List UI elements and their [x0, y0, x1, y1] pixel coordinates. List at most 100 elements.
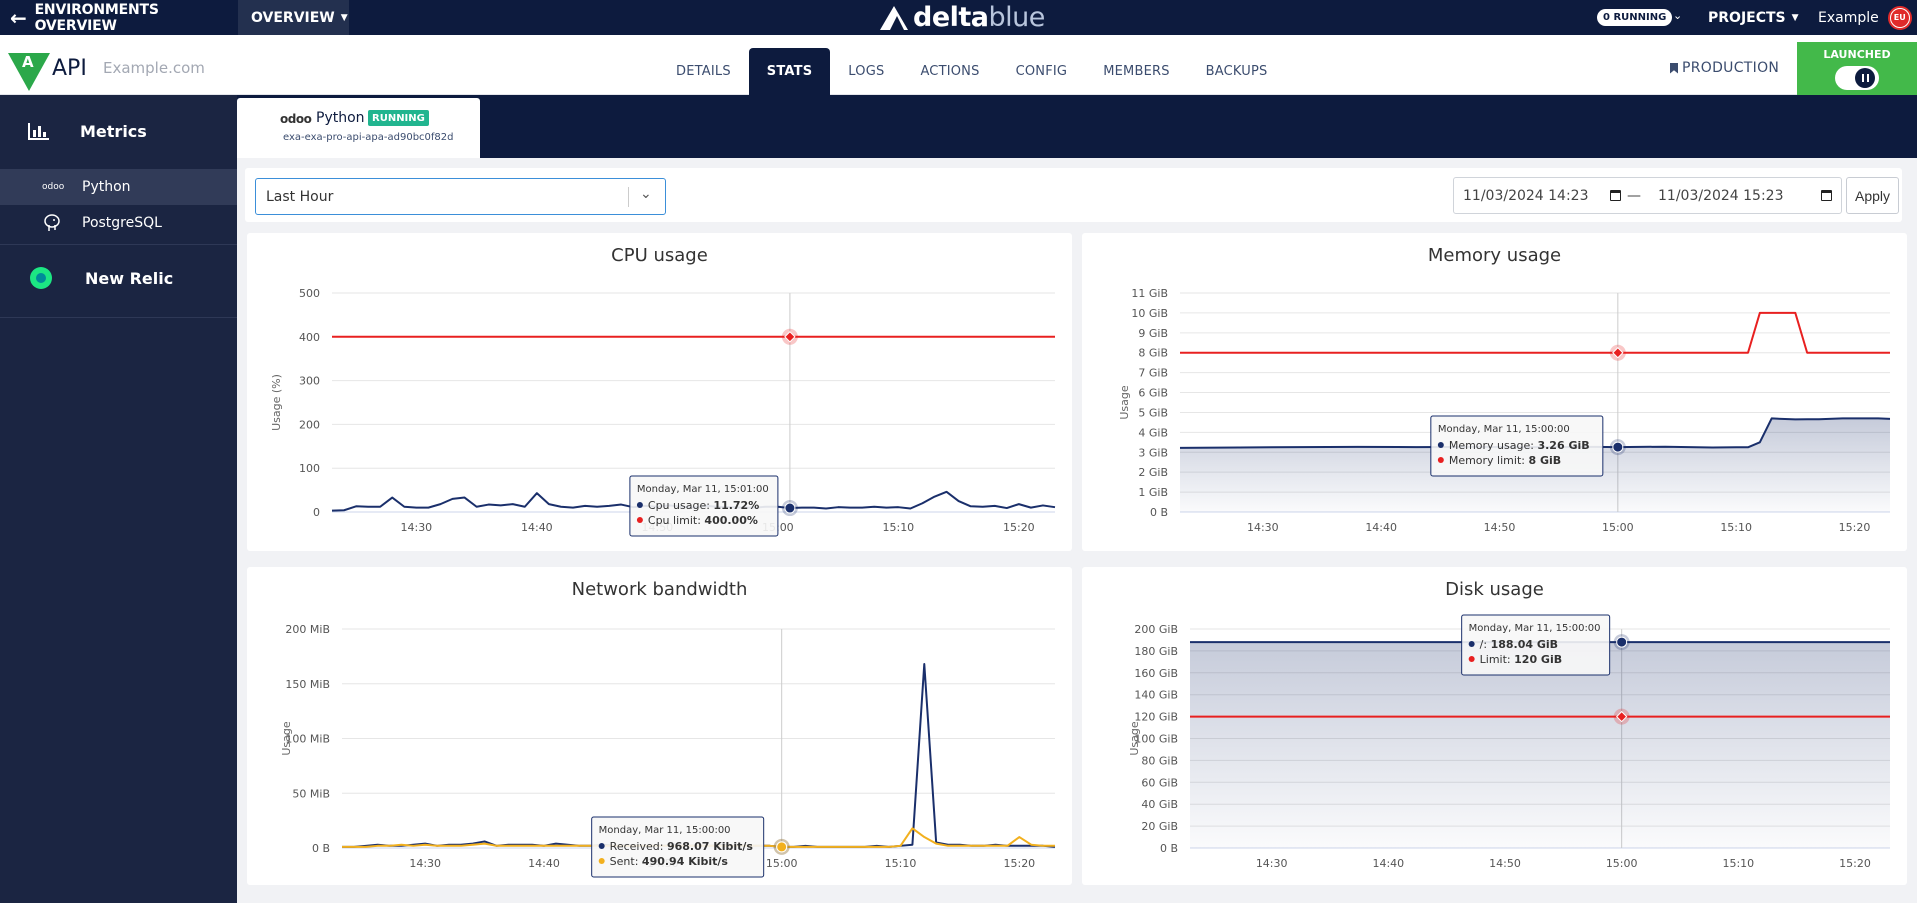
tooltip-series-value: 120 GiB	[1514, 653, 1562, 666]
tooltip-series-name: Limit:	[1480, 653, 1514, 666]
end-date-input[interactable]: 11/03/2024 15:23	[1658, 188, 1784, 204]
tooltip: Monday, Mar 11, 15:00:00 Received: 968.07…	[591, 816, 765, 878]
x-tick-label: 15:10	[1720, 521, 1752, 534]
top-bar: ← ENVIRONMENTS OVERVIEW OVERVIEW ▼ delta…	[0, 0, 1917, 35]
sidebar-item-python[interactable]: odoo Python	[0, 169, 237, 205]
running-chevron-down-icon[interactable]: ⌄	[1673, 9, 1683, 22]
y-tick-label: 40 GiB	[1141, 798, 1178, 811]
series-line-usage	[1179, 417, 1891, 449]
service-tabs-bar	[237, 95, 1917, 158]
logo-text-right: blue	[988, 2, 1046, 33]
tooltip-swatch	[636, 517, 643, 523]
tooltip-series-name: Cpu limit:	[648, 514, 705, 527]
tooltip-date: Monday, Mar 11, 15:01:00	[637, 484, 769, 495]
tooltip-date: Monday, Mar 11, 15:00:00	[1469, 623, 1601, 634]
user-name: Example	[1818, 9, 1879, 26]
deltablue-logo[interactable]: delta blue	[880, 2, 1045, 33]
cpu-usage-chart: CPU usage 010020030040050014:3014:4014:5…	[247, 233, 1072, 551]
disk-usage-plot[interactable]: 0 B 20 GiB 40 GiB 60 GiB 80 GiB 100 GiB 120 Gi…	[1082, 567, 1907, 885]
tab-members[interactable]: MEMBERS	[1103, 64, 1170, 79]
x-tick-label: 14:40	[1365, 521, 1397, 534]
y-tick-label: 200 GiB	[1134, 623, 1178, 636]
tooltip-row: Cpu limit: 400.00%	[648, 514, 758, 527]
x-tick-label: 14:50	[1489, 857, 1521, 870]
tooltip-swatch	[636, 502, 643, 508]
app-avatar-icon	[8, 53, 50, 91]
x-tick-label: 14:30	[400, 521, 432, 534]
time-filter-bar: Last Hour ⌄ 11/03/2024 14:23 — 11/03/202…	[245, 168, 1902, 222]
tab-config[interactable]: CONFIG	[1015, 64, 1068, 79]
date-range-input[interactable]: 11/03/2024 14:23 — 11/03/2024 15:23	[1453, 177, 1842, 214]
sidebar-item-postgresql[interactable]: PostgreSQL	[0, 205, 237, 241]
x-tick-label: 14:30	[1256, 857, 1288, 870]
hover-marker	[784, 502, 796, 514]
tooltip: Monday, Mar 11, 15:00:00 Memory usage: 3.…	[1430, 415, 1604, 477]
environment-label: PRODUCTION	[1670, 60, 1779, 76]
app-header: A API Example.com DETAILS STATS LOGS ACT…	[0, 35, 1917, 95]
apply-button[interactable]: Apply	[1846, 177, 1899, 214]
y-tick-label: 100	[299, 462, 320, 475]
y-tick-label: 0 B	[312, 842, 330, 855]
tab-stats[interactable]: STATS	[748, 48, 831, 95]
time-range-select[interactable]: Last Hour ⌄	[255, 178, 666, 215]
tooltip-swatch	[1468, 656, 1475, 662]
environment-name: PRODUCTION	[1682, 60, 1780, 76]
tooltip-series-name: Memory limit:	[1449, 454, 1529, 467]
tooltip-row: Limit: 120 GiB	[1480, 653, 1562, 666]
y-tick-label: 0 B	[1160, 842, 1178, 855]
projects-dropdown[interactable]: PROJECTS ▼	[1708, 0, 1799, 35]
network-bandwidth-chart: Network bandwidth 0 B 50 MiB 100 MiB 150 Mi…	[247, 567, 1072, 885]
tooltip-swatch	[1468, 641, 1475, 647]
y-axis-label: Usage	[1128, 721, 1141, 756]
sidebar-item-label: New Relic	[85, 269, 174, 288]
sidebar: Metrics odoo Python PostgreSQL New Relic	[0, 95, 237, 903]
chevron-down-icon: ⌄	[640, 186, 652, 202]
calendar-icon[interactable]	[1821, 190, 1832, 201]
y-tick-label: 0 B	[1150, 506, 1168, 519]
cpu-usage-plot[interactable]: 010020030040050014:3014:4014:5015:0015:1…	[247, 233, 1072, 551]
tab-actions[interactable]: ACTIONS	[920, 64, 980, 79]
chart-title: CPU usage	[611, 245, 708, 266]
tab-details[interactable]: DETAILS	[676, 64, 731, 79]
time-range-value: Last Hour	[266, 189, 334, 205]
x-tick-label: 14:40	[528, 857, 560, 870]
y-tick-label: 100 MiB	[285, 733, 330, 746]
tooltip-swatch	[598, 858, 605, 864]
tab-backups[interactable]: BACKUPS	[1205, 64, 1268, 79]
service-name: Python	[316, 110, 365, 126]
tooltip-box	[629, 475, 779, 537]
environments-overview-link[interactable]: ← ENVIRONMENTS OVERVIEW	[0, 0, 238, 35]
start-date-input[interactable]: 11/03/2024 14:23	[1463, 188, 1589, 204]
x-tick-label: 15:20	[1003, 521, 1035, 534]
y-tick-label: 300	[299, 375, 320, 388]
y-tick-label: 11 GiB	[1131, 287, 1168, 300]
tooltip: Monday, Mar 11, 15:01:00 Cpu usage: 11.72…	[629, 475, 779, 537]
y-tick-label: 400	[299, 331, 320, 344]
sidebar-item-metrics[interactable]: Metrics	[0, 95, 237, 169]
y-tick-label: 100 GiB	[1134, 733, 1178, 746]
running-count-badge[interactable]: 0 RUNNING	[1597, 9, 1673, 26]
tooltip-series-value: 8 GiB	[1528, 454, 1561, 467]
region-badge-label: EU	[1890, 8, 1909, 27]
tooltip-box	[1430, 415, 1604, 477]
service-id: exa-exa-pro-api-apa-ad90bc0f82d	[283, 132, 454, 143]
service-tab-python[interactable]: odoo Python RUNNING exa-exa-pro-api-apa-…	[237, 98, 480, 158]
y-tick-label: 80 GiB	[1141, 754, 1178, 767]
disk-usage-chart: Disk usage 0 B 20 GiB 40 GiB 60 GiB 80 GiB 10…	[1082, 567, 1907, 885]
sidebar-item-newrelic[interactable]: New Relic	[0, 245, 237, 311]
pause-toggle[interactable]	[1835, 66, 1879, 90]
memory-usage-plot[interactable]: 0 B 1 GiB 2 GiB 3 GiB 4 GiB 5 GiB 6 GiB 7 GiB 8 …	[1082, 233, 1907, 551]
network-bandwidth-plot[interactable]: 0 B 50 MiB 100 MiB 150 MiB 200 MiB 14:30 14:40…	[247, 567, 1072, 885]
y-tick-label: 1 GiB	[1138, 486, 1168, 499]
tooltip-swatch	[598, 843, 605, 849]
overview-dropdown[interactable]: OVERVIEW ▼	[238, 0, 349, 35]
y-tick-label: 4 GiB	[1138, 426, 1168, 439]
calendar-icon[interactable]	[1610, 190, 1621, 201]
sidebar-item-label: PostgreSQL	[82, 215, 162, 231]
y-tick-label: 160 GiB	[1134, 667, 1178, 680]
tooltip-series-value: 490.94 Kibit/s	[642, 855, 728, 868]
sidebar-divider	[0, 244, 237, 245]
tab-logs[interactable]: LOGS	[848, 64, 885, 79]
y-tick-label: 200	[299, 418, 320, 431]
user-menu[interactable]: Example EU	[1818, 0, 1912, 35]
